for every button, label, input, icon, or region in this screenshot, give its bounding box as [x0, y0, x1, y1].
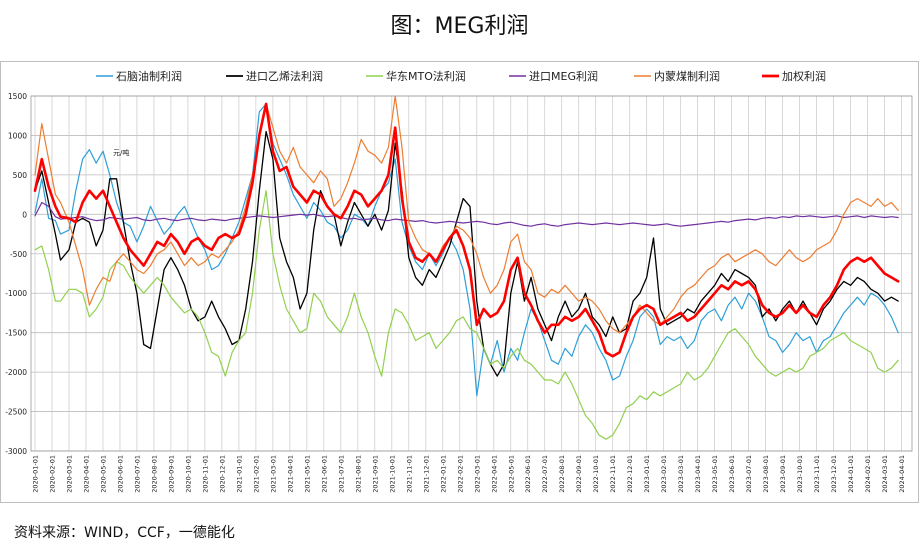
x-tick-label: 2021-01-01: [235, 455, 243, 493]
x-tick-label: 2023-12-01: [830, 455, 838, 493]
y-tick-label: 0: [22, 210, 27, 219]
chart-series: [33, 95, 900, 440]
x-tick-label: 2021-06-01: [320, 455, 328, 493]
x-tick-label: 2024-02-01: [864, 455, 872, 493]
y-tick-label: -2000: [5, 368, 27, 377]
y-tick-label: -1500: [5, 329, 27, 338]
legend-label-2: 进口乙烯法利润: [246, 69, 323, 83]
legend-label-3: 华东MTO法利润: [386, 69, 466, 83]
legend-label-6: 加权利润: [782, 69, 826, 83]
x-tick-label: 2020-11-01: [201, 455, 209, 493]
x-tick-label: 2021-08-01: [354, 455, 362, 493]
x-tick-label: 2020-07-01: [133, 455, 141, 493]
chart-title: 图：MEG利润: [390, 14, 529, 39]
y-tick-label: -500: [10, 250, 27, 259]
x-tick-label: 2022-11-01: [609, 455, 617, 493]
y-tick-label: 1000: [8, 131, 27, 140]
x-tick-label: 2021-04-01: [286, 455, 294, 493]
x-tick-label: 2022-05-01: [507, 455, 515, 493]
x-tick-label: 2021-02-01: [252, 455, 260, 493]
x-tick-label: 2021-09-01: [371, 455, 379, 493]
x-tick-label: 2020-03-01: [65, 455, 73, 493]
x-tick-label: 2023-02-01: [660, 455, 668, 493]
x-tick-label: 2022-03-01: [473, 455, 481, 493]
y-axis: 1500 1000 500 0 -500 -1000 -1500 -2000 -2500 -300…: [5, 92, 27, 456]
y-tick-label: -2500: [5, 408, 27, 417]
x-tick-label: 2023-06-01: [728, 455, 736, 493]
x-tick-label: 2022-10-01: [592, 455, 600, 493]
x-tick-label: 2023-01-01: [643, 455, 651, 493]
series-line-5: [34, 95, 899, 334]
x-tick-label: 2022-06-01: [524, 455, 532, 493]
x-tick-label: 2021-10-01: [388, 455, 396, 493]
x-tick-label: 2023-03-01: [677, 455, 685, 493]
x-tick-label: 2022-01-01: [439, 455, 447, 493]
x-tick-label: 2023-05-01: [711, 455, 719, 493]
x-tick-label: 2022-07-01: [541, 455, 549, 493]
x-tick-label: 2020-02-01: [48, 455, 56, 493]
y-tick-label: 1500: [8, 92, 27, 101]
x-tick-label: 2024-01-01: [847, 455, 855, 493]
x-tick-label: 2021-12-01: [422, 455, 430, 493]
series-line-1: [34, 103, 899, 397]
y-tick-label: -3000: [5, 447, 27, 456]
x-tick-label: 2020-12-01: [218, 455, 226, 493]
x-tick-label: 2020-04-01: [82, 455, 90, 493]
x-tick-label: 2023-11-01: [813, 455, 821, 493]
series-line-4: [34, 201, 899, 227]
unit-label: 元/吨: [113, 148, 129, 157]
plot-border: [30, 95, 913, 452]
x-tick-label: 2021-11-01: [405, 455, 413, 493]
y-tick-label: 500: [13, 171, 28, 180]
x-tick-label: 2024-04-01: [898, 455, 906, 493]
series-line-2: [34, 130, 899, 377]
plot-area: [30, 95, 913, 452]
series-line-3: [34, 190, 899, 440]
x-tick-label: 2024-03-01: [881, 455, 889, 493]
chart-legend: 石脑油制利润 进口乙烯法利润 华东MTO法利润 进口MEG利润 内蒙煤制利润 加权利润: [96, 69, 826, 83]
x-tick-label: 2020-06-01: [116, 455, 124, 493]
x-tick-label: 2020-01-01: [32, 455, 40, 493]
x-tick-label: 2023-10-01: [796, 455, 804, 493]
legend-label-4: 进口MEG利润: [529, 69, 598, 83]
legend-label-5: 内蒙煤制利润: [654, 69, 720, 83]
x-tick-label: 2022-12-01: [626, 455, 634, 493]
x-tick-label: 2023-07-01: [745, 455, 753, 493]
x-tick-label: 2022-02-01: [456, 455, 464, 493]
x-tick-label: 2021-03-01: [269, 455, 277, 493]
x-tick-label: 2022-04-01: [490, 455, 498, 493]
legend-label-1: 石脑油制利润: [116, 69, 182, 83]
x-tick-label: 2021-07-01: [337, 455, 345, 493]
x-tick-label: 2022-08-01: [558, 455, 566, 493]
x-tick-label: 2020-08-01: [150, 455, 158, 493]
x-tick-label: 2023-08-01: [762, 455, 770, 493]
x-tick-label: 2023-04-01: [694, 455, 702, 493]
x-tick-label: 2021-05-01: [303, 455, 311, 493]
x-axis: 2020-01-01 2020-02-01 2020-03-01 2020-04-01…: [32, 455, 907, 493]
series-line-6: [33, 102, 900, 358]
source-note: 资料来源：WIND，CCF，一德能化: [14, 525, 235, 541]
x-tick-label: 2020-10-01: [184, 455, 192, 493]
y-tick-label: -1000: [5, 289, 27, 298]
x-tick-label: 2023-09-01: [779, 455, 787, 493]
x-tick-label: 2020-09-01: [167, 455, 175, 493]
x-tick-label: 2020-05-01: [99, 455, 107, 493]
x-tick-label: 2022-09-01: [575, 455, 583, 493]
